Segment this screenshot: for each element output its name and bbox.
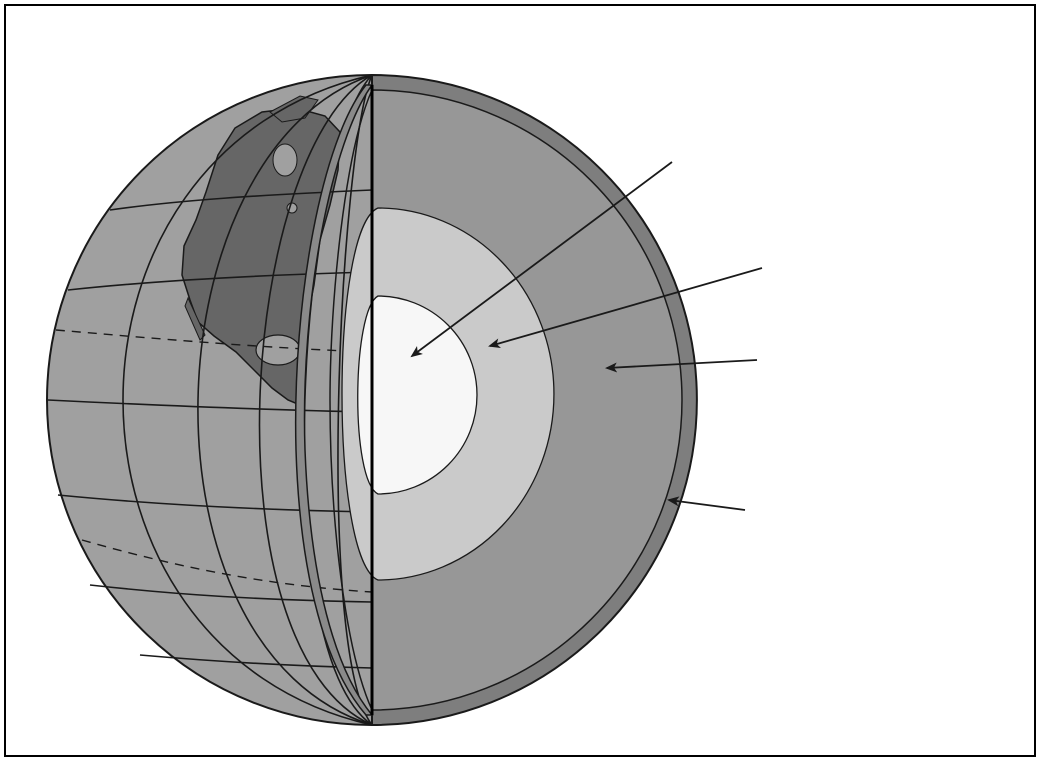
hudson-bay — [272, 143, 298, 177]
cut-face-edge — [294, 84, 374, 716]
layer-pointers — [410, 161, 763, 511]
earth-cross-section — [294, 73, 698, 727]
tropic-lines — [55, 329, 372, 593]
cut-face-inner-edge — [329, 89, 373, 711]
crust-pointer-arrow-icon — [667, 496, 746, 511]
outer-core-pointer-arrow-icon — [488, 267, 763, 349]
figure-border — [4, 4, 1036, 757]
inner-core-layer — [357, 295, 478, 495]
mantle-pointer-arrow-icon — [605, 359, 758, 373]
inner-core-pointer-arrow-icon — [410, 161, 673, 358]
baja-peninsula — [184, 296, 206, 341]
